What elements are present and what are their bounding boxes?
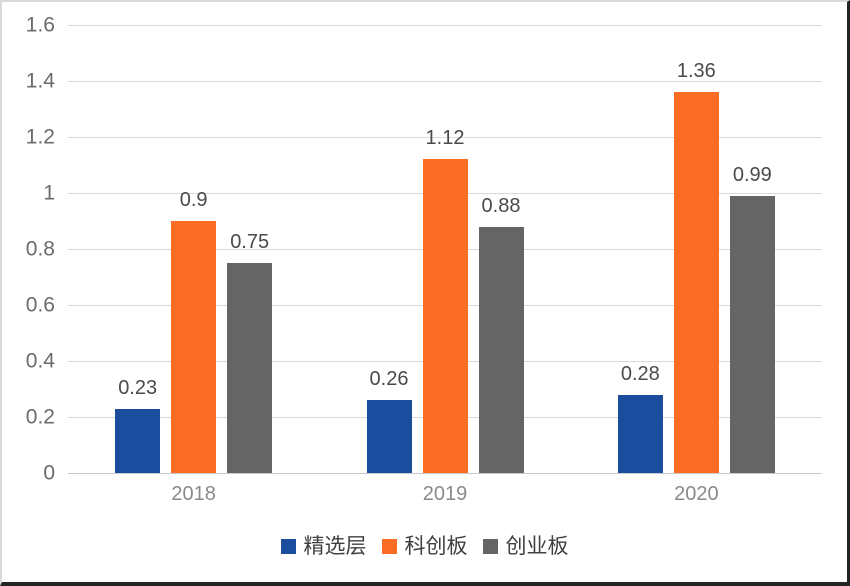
- bar-value-label: 0.23: [118, 376, 158, 399]
- gridline: [68, 81, 822, 82]
- legend-label: 科创板: [404, 535, 468, 558]
- bar-value-label: 1.36: [676, 60, 716, 83]
- legend-item-创业板: 创业板: [482, 535, 569, 558]
- bar-创业板-2019: [478, 226, 524, 473]
- bar-value-label: 0.28: [620, 362, 660, 385]
- bar-精选层-2018: [115, 408, 161, 473]
- bar-创业板-2020: [729, 195, 775, 473]
- legend: 精选层 科创板 创业板: [2, 536, 847, 557]
- bar-创业板-2018: [227, 263, 273, 473]
- bar-value-label: 0.88: [481, 194, 521, 217]
- legend-swatch: [280, 539, 296, 554]
- bar-精选层-2020: [617, 394, 663, 473]
- legend-item-精选层: 精选层: [280, 535, 367, 558]
- x-axis-line: [68, 473, 822, 474]
- legend-swatch: [381, 539, 397, 554]
- y-tick-label: 0.6: [25, 293, 55, 317]
- legend-item-科创板: 科创板: [381, 535, 468, 558]
- x-tick-label: 2020: [674, 483, 719, 505]
- legend-label: 精选层: [303, 535, 367, 558]
- y-tick-label: 1.6: [25, 13, 55, 37]
- y-tick-label: 0.2: [25, 405, 55, 429]
- gridline: [68, 25, 822, 26]
- gridline: [68, 137, 822, 138]
- bar-value-label: 0.26: [369, 368, 409, 391]
- y-tick-label: 0.4: [25, 349, 55, 373]
- y-tick-label: 1: [43, 181, 55, 205]
- y-tick-label: 0.8: [25, 237, 55, 261]
- y-tick-label: 0: [43, 461, 55, 485]
- bar-精选层-2019: [366, 400, 412, 473]
- bar-科创板-2020: [673, 92, 719, 473]
- bar-科创板-2018: [171, 221, 217, 473]
- x-tick-label: 2018: [171, 483, 216, 505]
- bar-value-label: 0.99: [732, 163, 772, 186]
- legend-label: 创业板: [505, 535, 569, 558]
- bar-value-label: 0.9: [179, 189, 208, 211]
- legend-swatch: [482, 539, 498, 554]
- bar-科创板-2019: [422, 159, 468, 473]
- x-tick-label: 2019: [422, 483, 468, 505]
- plot-area: 0.23 0.9 0.75 0.26 1.12 0.88 0.28 1.36 0.99: [68, 25, 822, 474]
- y-tick-label: 1.4: [25, 69, 55, 93]
- bar-value-label: 0.75: [230, 231, 270, 253]
- bar-value-label: 1.12: [425, 127, 465, 150]
- y-tick-label: 1.2: [25, 125, 55, 149]
